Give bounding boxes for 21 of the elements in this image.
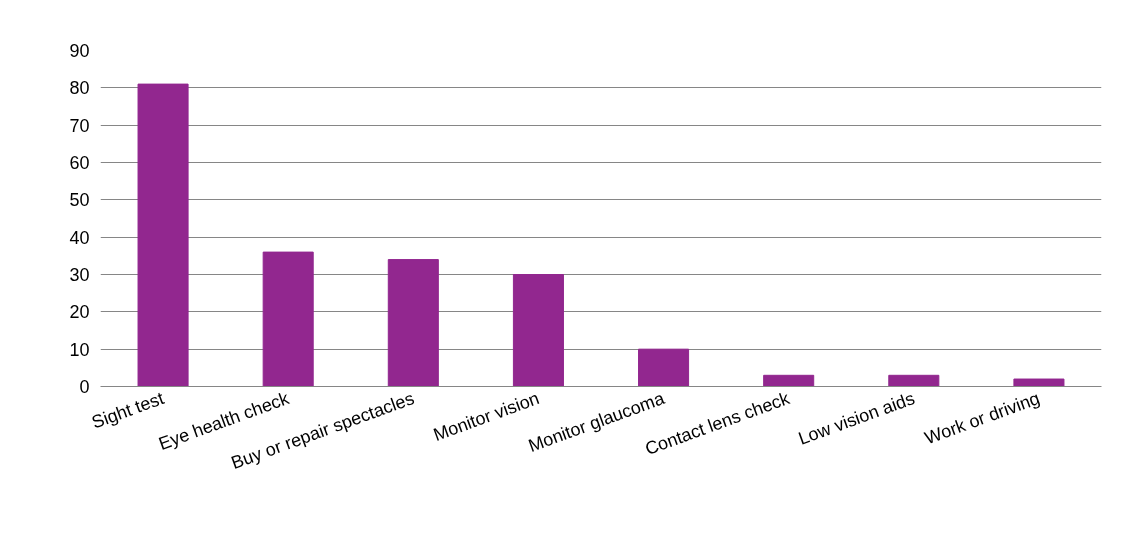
- y-tick-label: 40: [69, 227, 90, 248]
- y-tick-label: 90: [69, 41, 90, 61]
- bar: [137, 83, 189, 387]
- bar: [262, 251, 314, 387]
- y-tick-label: 80: [69, 78, 90, 99]
- bar: [888, 374, 940, 387]
- y-tick-label: 50: [69, 190, 90, 211]
- bar: [387, 259, 439, 387]
- y-tick-label: 30: [69, 265, 90, 285]
- y-tick-label: 10: [69, 339, 90, 360]
- y-tick-label: 0: [79, 377, 90, 397]
- bar: [1013, 378, 1065, 387]
- bar: [512, 274, 564, 387]
- x-tick-label: Work or driving: [922, 388, 1043, 449]
- bar: [763, 374, 815, 387]
- bar: [638, 348, 690, 387]
- y-tick-label: 70: [69, 115, 90, 136]
- x-tick-label: Low vision aids: [795, 388, 918, 449]
- x-tick-label: Sight test: [89, 388, 167, 433]
- y-tick-label: 20: [69, 302, 90, 323]
- y-tick-label: 60: [69, 153, 90, 173]
